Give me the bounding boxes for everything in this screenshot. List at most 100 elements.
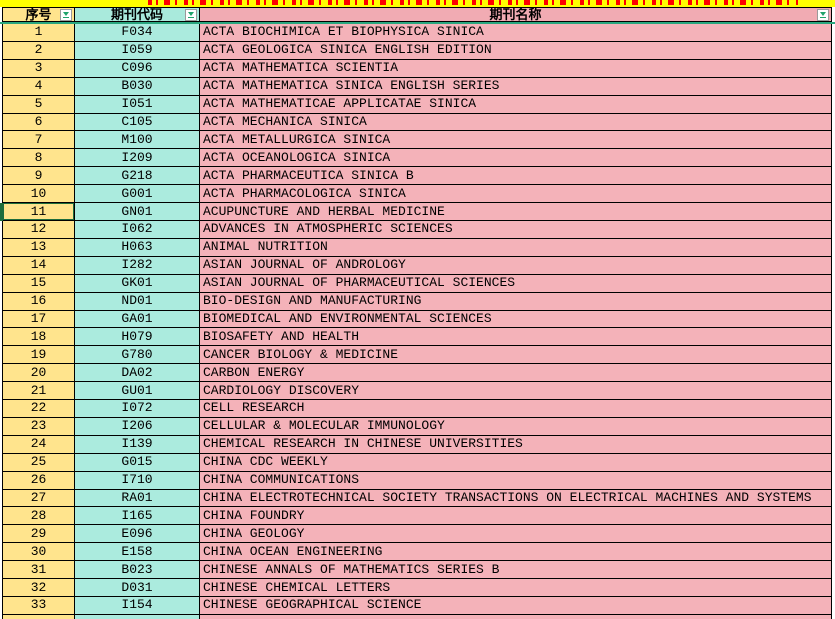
serial-cell[interactable]: 24 xyxy=(3,435,75,454)
code-cell[interactable]: E158 xyxy=(75,543,200,562)
code-cell[interactable]: H063 xyxy=(75,238,200,257)
serial-cell[interactable]: 5 xyxy=(3,95,75,114)
name-cell[interactable]: CHINA FOUNDRY xyxy=(200,507,832,526)
code-cell[interactable]: G218 xyxy=(75,167,200,186)
serial-cell[interactable]: 32 xyxy=(3,579,75,597)
serial-cell[interactable]: 1 xyxy=(3,24,75,42)
serial-cell[interactable]: 2 xyxy=(3,41,75,60)
code-cell[interactable]: G001 xyxy=(75,185,200,204)
code-cell[interactable]: I282 xyxy=(75,256,200,275)
filter-dropdown-button[interactable] xyxy=(185,8,197,21)
serial-cell[interactable]: 3 xyxy=(3,59,75,78)
code-cell[interactable]: RA01 xyxy=(75,489,200,508)
filter-dropdown-button[interactable] xyxy=(817,8,829,21)
serial-cell[interactable]: 22 xyxy=(3,400,75,418)
name-cell[interactable]: CARDIOLOGY DISCOVERY xyxy=(200,382,832,401)
name-cell[interactable]: CHINA CDC WEEKLY xyxy=(200,453,832,472)
serial-cell[interactable]: 19 xyxy=(3,346,75,365)
code-cell[interactable]: C105 xyxy=(75,113,200,132)
serial-cell[interactable]: 14 xyxy=(3,256,75,275)
serial-cell[interactable]: 29 xyxy=(3,525,75,544)
code-cell[interactable]: GA01 xyxy=(75,310,200,329)
name-cell[interactable]: CHEMICAL RESEARCH IN CHINESE UNIVERSITIE… xyxy=(200,435,832,454)
name-cell[interactable]: ACTA PHARMACEUTICA SINICA B xyxy=(200,167,832,186)
name-cell[interactable]: ACTA METALLURGICA SINICA xyxy=(200,131,832,150)
serial-cell[interactable]: 16 xyxy=(3,292,75,311)
name-cell[interactable]: BIO-DESIGN AND MANUFACTURING xyxy=(200,292,832,311)
name-cell[interactable]: ACTA MECHANICA SINICA xyxy=(200,113,832,132)
code-cell[interactable]: I206 xyxy=(75,417,200,436)
header-cell-serial[interactable]: 序号 xyxy=(3,7,75,22)
serial-cell[interactable]: 33 xyxy=(3,597,75,615)
name-cell[interactable]: CHINA ELECTROTECHNICAL SOCIETY TRANSACTI… xyxy=(200,489,832,508)
serial-cell[interactable]: 11 xyxy=(3,203,75,221)
serial-cell[interactable]: 6 xyxy=(3,113,75,132)
code-cell[interactable]: H079 xyxy=(75,328,200,347)
serial-cell[interactable]: 12 xyxy=(3,220,75,239)
serial-cell[interactable]: 21 xyxy=(3,382,75,401)
code-cell[interactable]: B030 xyxy=(75,77,200,96)
name-cell[interactable]: CELL RESEARCH xyxy=(200,400,832,418)
name-cell[interactable]: CHINESE GEOGRAPHICAL SCIENCE xyxy=(200,597,832,615)
code-cell[interactable]: GN01 xyxy=(75,203,200,221)
code-cell[interactable]: I209 xyxy=(75,149,200,168)
code-cell[interactable]: D031 xyxy=(75,579,200,597)
name-cell[interactable]: ACTA OCEANOLOGICA SINICA xyxy=(200,149,832,168)
serial-cell[interactable]: 28 xyxy=(3,507,75,526)
serial-cell[interactable]: 7 xyxy=(3,131,75,150)
name-cell[interactable]: ACTA GEOLOGICA SINICA ENGLISH EDITION xyxy=(200,41,832,60)
code-cell[interactable]: I165 xyxy=(75,507,200,526)
filter-dropdown-button[interactable] xyxy=(60,8,72,21)
name-cell[interactable]: ASIAN JOURNAL OF ANDROLOGY xyxy=(200,256,832,275)
code-cell[interactable]: GU01 xyxy=(75,382,200,401)
code-cell[interactable]: I051 xyxy=(75,95,200,114)
code-cell[interactable]: G015 xyxy=(75,453,200,472)
name-cell[interactable]: CARBON ENERGY xyxy=(200,364,832,383)
serial-cell[interactable]: 15 xyxy=(3,274,75,293)
serial-cell[interactable]: 10 xyxy=(3,185,75,204)
name-cell[interactable]: CHINESE CHEMICAL LETTERS xyxy=(200,579,832,597)
code-cell[interactable]: GK01 xyxy=(75,274,200,293)
code-cell[interactable]: DA02 xyxy=(75,364,200,383)
serial-cell[interactable]: 27 xyxy=(3,489,75,508)
name-cell[interactable]: ANIMAL NUTRITION xyxy=(200,238,832,257)
name-cell[interactable]: CHINA OCEAN ENGINEERING xyxy=(200,543,832,562)
serial-cell[interactable]: 9 xyxy=(3,167,75,186)
code-cell[interactable]: I072 xyxy=(75,400,200,418)
code-cell[interactable]: E096 xyxy=(75,525,200,544)
serial-cell[interactable]: 13 xyxy=(3,238,75,257)
serial-cell[interactable]: 18 xyxy=(3,328,75,347)
code-cell[interactable]: I139 xyxy=(75,435,200,454)
name-cell[interactable]: ACTA PHARMACOLOGICA SINICA xyxy=(200,185,832,204)
name-cell[interactable]: ADVANCES IN ATMOSPHERIC SCIENCES xyxy=(200,220,832,239)
code-cell[interactable]: C096 xyxy=(75,59,200,78)
name-cell[interactable]: ACTA MATHEMATICA SINICA ENGLISH SERIES xyxy=(200,77,832,96)
serial-cell[interactable]: 23 xyxy=(3,417,75,436)
code-cell[interactable]: I062 xyxy=(75,220,200,239)
serial-cell[interactable]: 20 xyxy=(3,364,75,383)
code-cell[interactable]: I059 xyxy=(75,41,200,60)
name-cell[interactable]: ACTA MATHEMATICAE APPLICATAE SINICA xyxy=(200,95,832,114)
header-cell-code[interactable]: 期刊代码 xyxy=(75,7,200,22)
name-cell[interactable]: ACTA BIOCHIMICA ET BIOPHYSICA SINICA xyxy=(200,24,832,42)
serial-cell[interactable]: 17 xyxy=(3,310,75,329)
serial-cell[interactable]: 4 xyxy=(3,77,75,96)
name-cell[interactable]: BIOSAFETY AND HEALTH xyxy=(200,328,832,347)
code-cell[interactable]: ND01 xyxy=(75,292,200,311)
serial-cell[interactable]: 26 xyxy=(3,471,75,490)
code-cell[interactable]: G780 xyxy=(75,346,200,365)
name-cell[interactable]: CELLULAR & MOLECULAR IMMUNOLOGY xyxy=(200,417,832,436)
serial-cell[interactable]: 30 xyxy=(3,543,75,562)
code-cell[interactable]: B023 xyxy=(75,561,200,580)
serial-cell[interactable]: 8 xyxy=(3,149,75,168)
name-cell[interactable]: CANCER BIOLOGY & MEDICINE xyxy=(200,346,832,365)
serial-cell[interactable]: 31 xyxy=(3,561,75,580)
name-cell[interactable]: ACUPUNCTURE AND HERBAL MEDICINE xyxy=(200,203,832,221)
name-cell[interactable]: BIOMEDICAL AND ENVIRONMENTAL SCIENCES xyxy=(200,310,832,329)
name-cell[interactable]: ACTA MATHEMATICA SCIENTIA xyxy=(200,59,832,78)
name-cell[interactable]: ASIAN JOURNAL OF PHARMACEUTICAL SCIENCES xyxy=(200,274,832,293)
name-cell[interactable]: CHINA GEOLOGY xyxy=(200,525,832,544)
name-cell[interactable]: CHINA COMMUNICATIONS xyxy=(200,471,832,490)
code-cell[interactable]: I710 xyxy=(75,471,200,490)
code-cell[interactable]: F034 xyxy=(75,24,200,42)
